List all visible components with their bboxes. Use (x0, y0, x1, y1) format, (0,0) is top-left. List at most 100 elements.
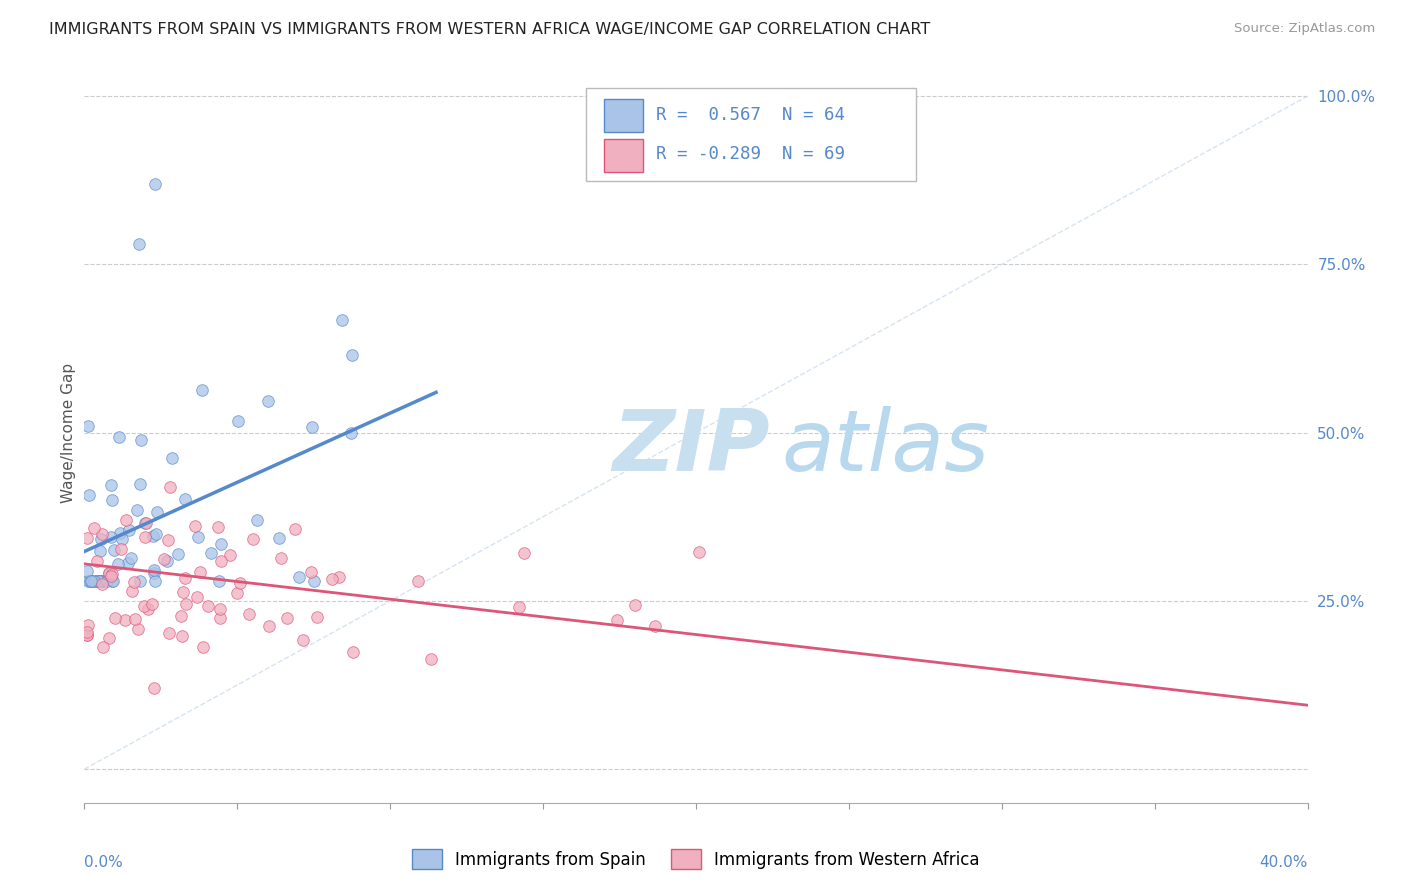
Point (156, 554, 179, 568)
Point (321, 572, 343, 586)
Point (103, 543, 125, 558)
Point (238, 607, 260, 621)
Point (291, 632, 314, 647)
Point (172, 629, 194, 643)
Point (159, 480, 181, 494)
Point (688, 545, 710, 559)
Point (77, 488, 100, 502)
Point (76, 531, 98, 545)
Point (186, 591, 208, 605)
Point (242, 532, 264, 546)
Point (299, 565, 322, 579)
Point (124, 612, 146, 626)
Point (513, 546, 536, 560)
Point (219, 548, 242, 562)
Point (135, 516, 157, 530)
Point (111, 532, 134, 546)
Point (100, 569, 122, 583)
Point (188, 565, 211, 579)
Point (118, 523, 141, 537)
Point (342, 645, 364, 659)
Point (100, 530, 122, 544)
Point (276, 610, 298, 624)
Point (97, 566, 120, 581)
Point (209, 611, 232, 625)
Legend: Immigrants from Spain, Immigrants from Western Africa: Immigrants from Spain, Immigrants from W… (405, 842, 987, 876)
Point (97, 566, 120, 581)
Point (134, 516, 156, 531)
Point (208, 574, 231, 588)
Point (76, 625, 98, 640)
Point (174, 571, 197, 585)
Point (76, 564, 98, 578)
Point (101, 574, 124, 588)
Point (170, 609, 193, 624)
Text: R = -0.289  N = 69: R = -0.289 N = 69 (655, 145, 845, 163)
Point (107, 558, 129, 572)
Point (91, 574, 114, 588)
Point (91, 640, 114, 654)
Point (104, 611, 127, 625)
Point (197, 599, 219, 614)
Point (270, 551, 292, 566)
Point (257, 619, 280, 633)
Point (128, 477, 150, 491)
Point (110, 526, 132, 541)
Point (100, 566, 122, 581)
Point (82, 574, 104, 588)
Point (209, 554, 232, 568)
Point (77, 618, 100, 632)
Point (269, 531, 291, 545)
Point (129, 574, 152, 588)
FancyBboxPatch shape (586, 88, 917, 181)
Point (245, 513, 267, 527)
Text: atlas: atlas (782, 406, 990, 489)
Point (79, 574, 101, 588)
Point (101, 492, 124, 507)
Point (419, 652, 441, 666)
Point (114, 613, 136, 627)
Point (209, 537, 232, 551)
Point (100, 478, 122, 492)
Point (84, 574, 107, 588)
Point (301, 419, 323, 434)
Point (167, 547, 190, 561)
Point (101, 574, 124, 588)
Point (98, 631, 121, 645)
Point (157, 626, 180, 640)
Point (86, 574, 108, 588)
Point (143, 566, 166, 581)
Point (187, 530, 209, 544)
Point (89, 574, 111, 588)
Point (117, 556, 139, 570)
Point (406, 574, 429, 588)
Point (127, 622, 149, 636)
Point (174, 492, 197, 507)
Point (77, 419, 100, 434)
Point (162, 451, 184, 466)
Point (184, 519, 207, 533)
Point (142, 529, 165, 543)
Point (76, 628, 98, 642)
Point (125, 503, 148, 517)
Point (96, 574, 118, 588)
Point (156, 533, 179, 547)
Point (134, 529, 156, 543)
Point (226, 585, 249, 599)
Point (340, 426, 363, 441)
Point (145, 505, 167, 519)
Point (90, 574, 112, 588)
Point (307, 610, 329, 624)
Point (80, 574, 103, 588)
FancyBboxPatch shape (605, 99, 644, 132)
Point (288, 570, 311, 584)
Point (284, 522, 307, 536)
Point (83, 521, 105, 535)
Point (644, 619, 666, 633)
Point (122, 574, 145, 589)
Point (90, 577, 112, 591)
Text: ZIP: ZIP (612, 406, 769, 489)
Point (207, 520, 229, 534)
Point (108, 430, 131, 444)
FancyBboxPatch shape (605, 139, 644, 172)
